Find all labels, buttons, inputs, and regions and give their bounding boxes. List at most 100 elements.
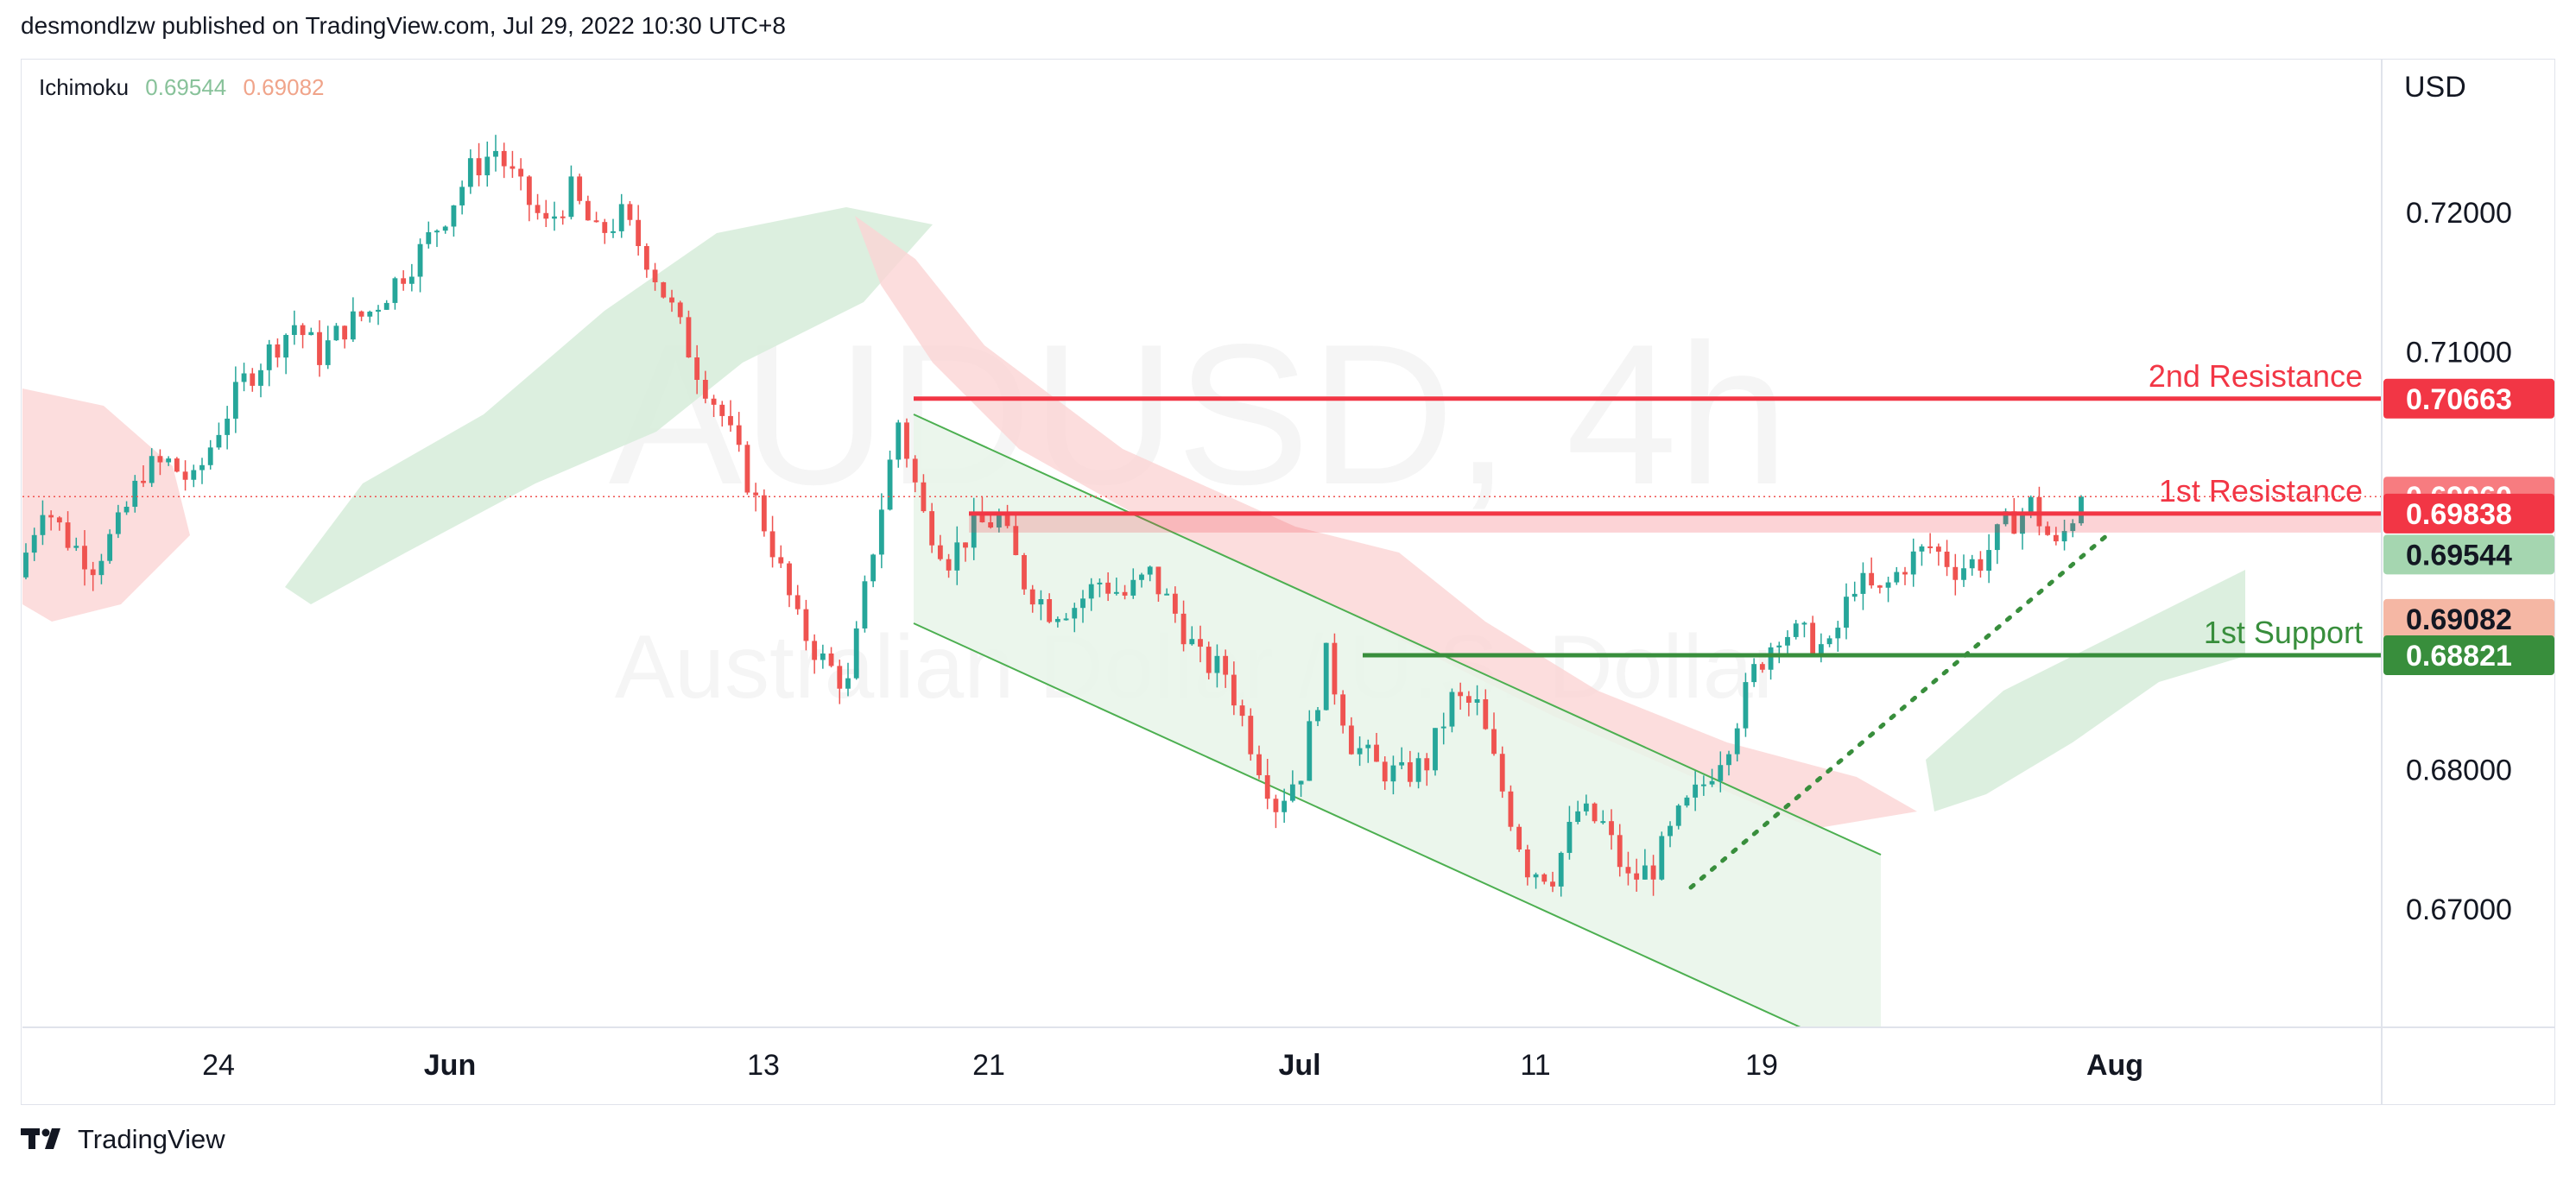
cloud-red-segment <box>22 388 190 622</box>
candle-up <box>611 231 616 233</box>
candle-up <box>1324 643 1329 710</box>
time-tick-label: 21 <box>972 1049 1005 1082</box>
candle-down <box>543 213 548 218</box>
candle-down <box>1408 762 1413 782</box>
candle-down <box>719 405 725 416</box>
candle-up <box>426 232 431 244</box>
candle-up <box>1307 721 1312 780</box>
candle-down <box>636 220 641 246</box>
candle-up <box>1685 798 1690 805</box>
candle-down <box>938 546 943 559</box>
candle-up <box>1282 801 1287 812</box>
candle-down <box>174 458 180 471</box>
candle-up <box>1961 568 1966 579</box>
candle-up <box>619 204 624 231</box>
candle-up <box>1039 599 1044 604</box>
candle-down <box>594 220 599 222</box>
candle-up <box>452 205 457 227</box>
candle-up <box>1299 780 1304 784</box>
candle-up <box>1600 821 1605 823</box>
candle-down <box>913 458 918 482</box>
candle-up <box>1676 805 1681 826</box>
candle-up <box>393 278 398 303</box>
candle-down <box>787 564 792 596</box>
candle-down <box>795 595 801 609</box>
candle-up <box>1744 682 1749 729</box>
candle-down <box>1541 875 1547 881</box>
candle-up <box>854 628 859 679</box>
candle-up <box>1567 822 1573 853</box>
candle-up <box>569 176 574 217</box>
tradingview-footer[interactable]: TradingView <box>21 1124 225 1155</box>
currency-label[interactable]: USD <box>2404 71 2466 104</box>
time-tick-label: 19 <box>1745 1049 1778 1082</box>
candle-up <box>1433 728 1438 770</box>
candle-down <box>317 332 322 365</box>
candle-up <box>308 332 313 335</box>
candle-up <box>283 335 288 357</box>
ichimoku-legend[interactable]: Ichimoku 0.69544 0.69082 <box>39 74 334 101</box>
candle-down <box>1198 639 1203 647</box>
price-tag-value: 0.70663 <box>2406 383 2512 416</box>
candle-up <box>493 151 498 157</box>
candle-up <box>1735 729 1740 755</box>
candle-up <box>1751 664 1756 682</box>
candle-up <box>217 435 222 447</box>
candle-up <box>1139 575 1144 580</box>
candle-down <box>1592 804 1598 822</box>
candle-down <box>518 169 523 177</box>
candle-up <box>1559 853 1564 887</box>
candle-up <box>1080 598 1085 608</box>
candle-down <box>82 546 87 569</box>
candle-up <box>1835 628 1840 638</box>
candle-down <box>1936 546 1941 552</box>
candle-up <box>1852 594 1858 597</box>
candle-down <box>644 246 649 269</box>
candle-down <box>1525 849 1530 877</box>
candle-up <box>1718 765 1723 781</box>
candle-up <box>1416 758 1421 781</box>
candle-up <box>1886 583 1891 588</box>
candle-down <box>1424 758 1429 770</box>
candle-up <box>888 459 893 509</box>
time-tick-label: Jul <box>1278 1049 1320 1082</box>
candle-down <box>1256 755 1262 775</box>
time-tick-label: Aug <box>2086 1049 2143 1082</box>
candle-down <box>946 559 952 571</box>
price-tag-value: 0.69082 <box>2406 603 2512 636</box>
candle-down <box>904 422 909 458</box>
candle-up <box>1584 804 1589 812</box>
candle-down <box>669 298 674 303</box>
candle-down <box>1231 675 1237 706</box>
candle-up <box>41 515 46 535</box>
candle-up <box>242 374 247 382</box>
footer-brand: TradingView <box>78 1124 225 1155</box>
candle-up <box>233 382 238 419</box>
candle-up <box>1189 639 1194 644</box>
candle-down <box>1265 775 1270 799</box>
candle-down <box>1105 583 1111 594</box>
candle-up <box>845 679 851 689</box>
candle-down <box>535 205 541 212</box>
candle-down <box>1500 754 1505 792</box>
candle-down <box>963 542 968 547</box>
candle-up <box>384 303 389 310</box>
candle-up <box>292 325 297 335</box>
candle-down <box>778 557 783 563</box>
candle-down <box>753 493 758 496</box>
candle-down <box>1047 599 1052 622</box>
candle-down <box>1374 745 1379 762</box>
candle-up <box>1726 755 1731 766</box>
candle-up <box>1315 710 1320 722</box>
candle-down <box>737 426 742 445</box>
candle-down <box>1458 692 1463 697</box>
candle-up <box>166 458 171 462</box>
candle-up <box>267 344 272 370</box>
candle-down <box>1332 643 1338 695</box>
candle-up <box>1894 572 1899 583</box>
candle-down <box>1248 716 1253 755</box>
candle-up <box>1785 637 1790 646</box>
candle-up <box>459 186 465 205</box>
candle-down <box>477 158 482 175</box>
